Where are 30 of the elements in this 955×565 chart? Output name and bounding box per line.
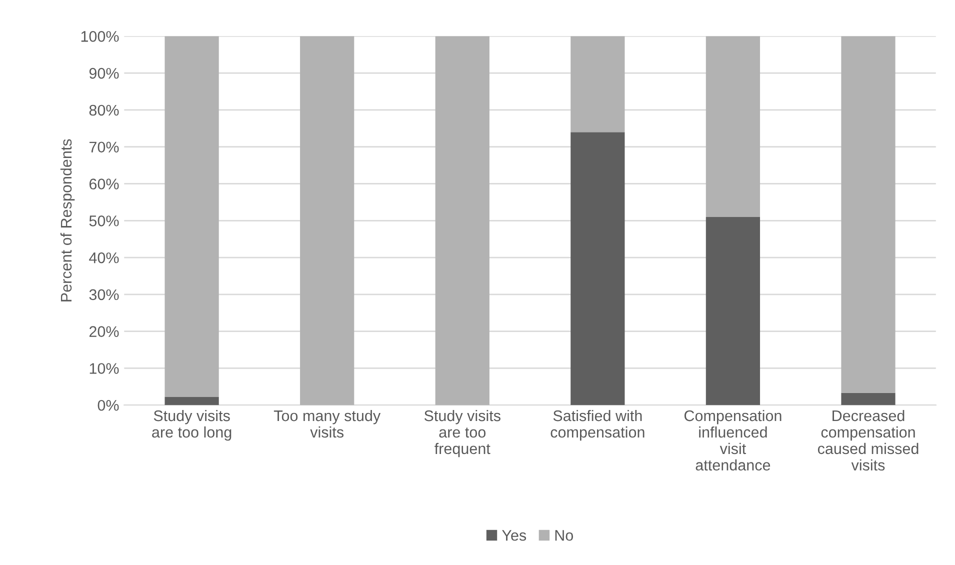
y-tick-label: 50%: [89, 216, 119, 226]
y-tick-label: 20%: [89, 326, 119, 337]
bar: [706, 36, 760, 217]
x-tick-label: Study visits are too frequent: [424, 410, 500, 458]
legend-label: Yes: [502, 530, 526, 541]
y-tick-label: 70%: [89, 142, 119, 153]
bar: [706, 216, 760, 406]
y-tick-label: 40%: [89, 252, 119, 264]
bar: [164, 36, 219, 397]
x-tick-label: Satisfied with compensation: [550, 410, 644, 441]
y-tick-label: 30%: [89, 289, 119, 300]
x-tick-label: Too many study visits: [274, 410, 381, 438]
bar: [841, 392, 896, 406]
x-tick-label: Decreased compensation caused missed visits: [818, 410, 918, 471]
x-tick-label: Study visits are too long: [152, 410, 232, 441]
y-tick-label: 0%: [98, 400, 119, 411]
x-tick-label: Compensation influenced visit attendance: [684, 410, 782, 471]
bar: [570, 132, 625, 406]
y-tick-label: 100%: [81, 31, 119, 42]
bar: [841, 36, 896, 393]
y-tick-label: 90%: [89, 68, 119, 79]
y-tick-label: 10%: [90, 363, 119, 374]
y-axis-title: Percent of Respondents: [60, 139, 75, 302]
y-tick-label: 60%: [89, 178, 119, 190]
y-tick-label: 80%: [89, 104, 119, 116]
bar: [164, 396, 219, 406]
bar: [300, 36, 354, 406]
bar: [435, 36, 490, 406]
bar: [570, 36, 625, 132]
legend-label: No: [555, 530, 574, 541]
